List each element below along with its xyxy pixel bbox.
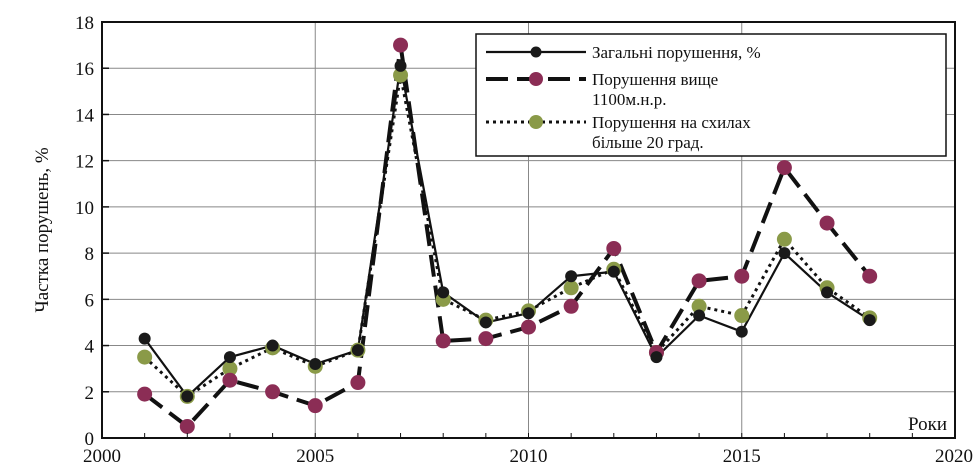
series-1-point [181, 390, 194, 403]
series-2-point [222, 372, 238, 388]
series-3-point [776, 231, 792, 247]
series-2-point [350, 375, 366, 391]
series-line-3 [143, 73, 871, 398]
y-tick-label: 12 [75, 152, 94, 173]
series-2-point [563, 298, 579, 314]
series-1-point [778, 247, 791, 260]
x-tick-label: 2000 [83, 446, 121, 466]
series-1-point [309, 358, 322, 371]
legend-label-1: Загальні порушення, % [592, 43, 761, 62]
series-1-point [266, 339, 279, 352]
x-tick-label: 2005 [296, 446, 334, 466]
series-1-point [437, 286, 450, 299]
series-3-point [691, 298, 707, 314]
series-2-point [265, 384, 281, 400]
series-2-point [393, 37, 409, 53]
y-tick-label: 10 [75, 198, 94, 219]
x-tick-label: 2015 [723, 446, 761, 466]
x-axis-label: Роки [908, 414, 947, 435]
series-2-point [606, 240, 622, 256]
x-tick-label: 2010 [510, 446, 548, 466]
series-2-point [307, 398, 323, 414]
series-3-point [563, 280, 579, 296]
series-3-point [137, 349, 153, 365]
series-2-point [819, 215, 835, 231]
legend-label-3: Порушення на схилах більше 20 град. [592, 113, 751, 152]
series-3-point [734, 308, 750, 324]
series-1-point [693, 309, 706, 322]
y-tick-label: 14 [75, 105, 95, 126]
series-2-point [521, 319, 536, 335]
series-1-point [821, 286, 834, 299]
series-2-point [478, 331, 494, 347]
y-axis-label: Частка порушень, % [32, 147, 53, 312]
legend-marker-1 [530, 46, 542, 58]
series-1-point [479, 316, 492, 329]
series-1-point [522, 307, 535, 320]
series-2-point [776, 160, 792, 176]
legend-marker-2 [529, 72, 543, 86]
series-2-point [691, 273, 707, 289]
plot-frame [101, 21, 956, 439]
legend-label-2: Порушення вище 1100м.н.р. [592, 70, 718, 109]
series-2-point [734, 268, 750, 284]
series-3-point [222, 361, 238, 377]
series-1-point [735, 325, 748, 338]
series-1-point [607, 265, 620, 278]
y-tick-label: 4 [85, 337, 95, 358]
y-tick-label: 16 [75, 59, 94, 80]
series-1-point [223, 351, 236, 364]
y-tick-label: 0 [85, 429, 95, 450]
x-tick-label: 2020 [935, 446, 973, 466]
legend-box [475, 33, 947, 157]
series-3-point [393, 67, 409, 83]
legend-marker-3 [529, 115, 543, 129]
series-1-point [138, 332, 151, 345]
legend: Загальні порушення, % Порушення вище 1100м… [475, 33, 947, 157]
y-tick-label: 18 [75, 13, 94, 34]
axis-ticks: 0 2 4 6 8 10 12 14 16 18 2000 2005 2010 2015 2020 [75, 13, 973, 466]
series-1-point [565, 270, 578, 283]
series-1-point [863, 314, 876, 327]
y-tick-label: 2 [85, 383, 95, 404]
series-2-point [179, 418, 195, 434]
series-2-point [862, 268, 878, 284]
series-1-point [394, 59, 407, 72]
y-tick-label: 8 [85, 244, 95, 265]
series-2-point [435, 333, 451, 349]
y-tick-label: 6 [85, 290, 95, 311]
series-1-point [650, 351, 663, 364]
series-1-point [351, 344, 364, 357]
series-points [137, 37, 878, 434]
series-2-point [137, 386, 153, 402]
